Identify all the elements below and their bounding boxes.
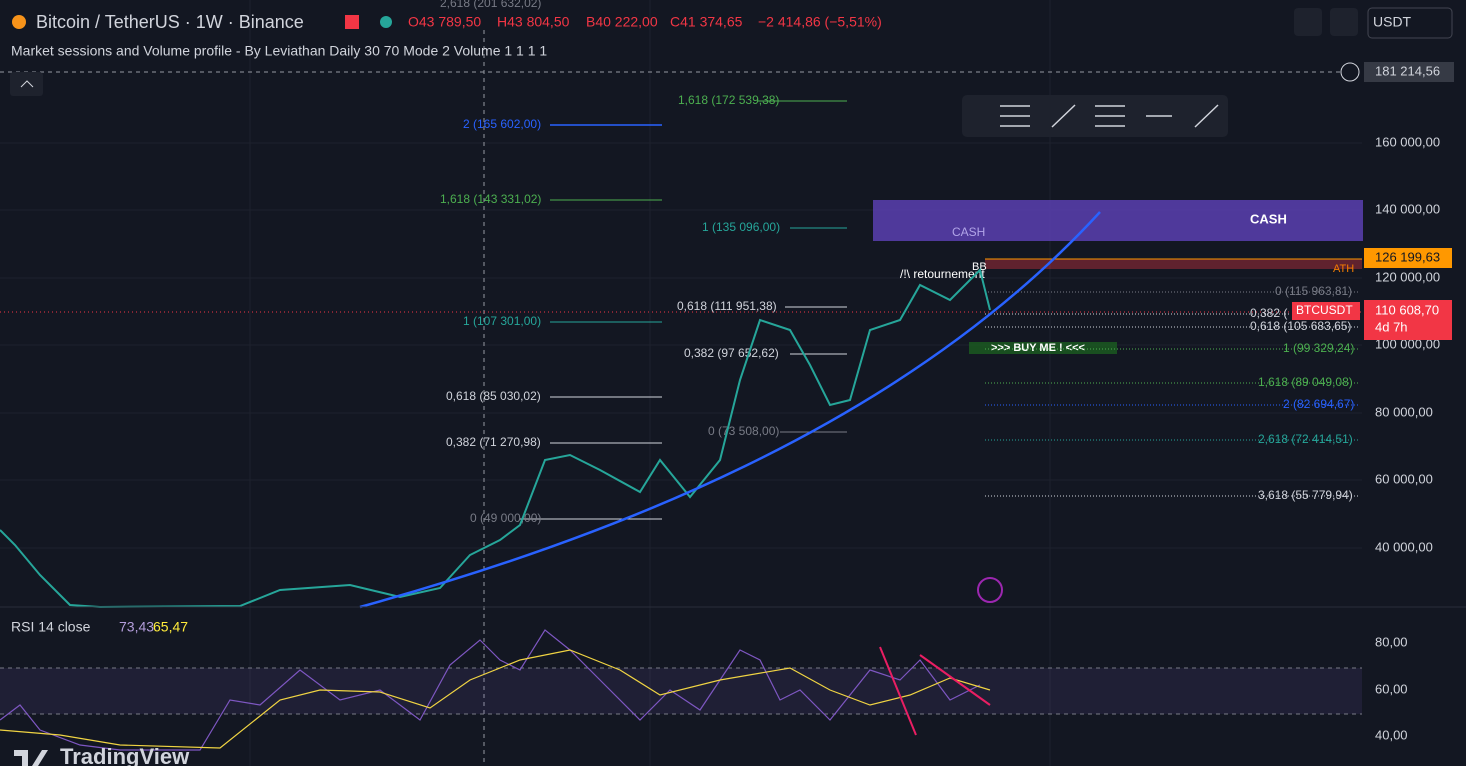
grid [0, 0, 1362, 766]
fib-label: 1,618 (143 331,02) [440, 192, 541, 206]
rsi-tick: 80,00 [1375, 634, 1408, 649]
fib-label: 1 (99 329,24) [1283, 341, 1354, 355]
fib-lines [520, 100, 1360, 520]
fib-label: 3,618 (55 779,94) [1258, 488, 1353, 502]
price-tick: 120 000,00 [1375, 269, 1440, 284]
currency-select[interactable] [1367, 7, 1453, 39]
warning: /!\ retournement [900, 267, 985, 281]
buy-zone [969, 342, 1117, 354]
fib-label: 2 (82 694,67) [1283, 397, 1354, 411]
price-tick: 140 000,00 [1375, 201, 1440, 216]
trend-curve [359, 211, 1101, 609]
fib-label: 0,382 (71 270,98) [446, 435, 541, 449]
fib-label: 0 (49 000,00) [470, 511, 541, 525]
price-ticks: 160 000,00 140 000,00 120 000,00 100 000… [1375, 134, 1440, 554]
high: H43 804,50 [497, 14, 570, 30]
price-line [0, 268, 991, 609]
open: O43 789,50 [408, 14, 481, 30]
status-dot [380, 16, 392, 28]
fib-label: 2,618 (201 632,02) [440, 0, 541, 10]
buy-label: >>> BUY ME ! <<< [991, 342, 1085, 354]
rsi-band [0, 668, 1362, 714]
fib-label: 0,618 (111 951,38) [677, 299, 777, 313]
fib-label: 0 (115 963,81) [1275, 284, 1352, 298]
collapse-icon [20, 80, 34, 88]
ath-zone [985, 259, 1362, 269]
fib-labels: 2,618 (201 632,02) 1,618 (172 539,38) 2 … [440, 0, 1354, 525]
symbol: Bitcoin / TetherUS · 1W · Binance [36, 12, 304, 32]
flag[interactable] [345, 15, 359, 29]
crosshair-tag [1364, 62, 1454, 82]
rsi-ma: 65,47 [153, 619, 188, 635]
bb: BB [972, 261, 987, 273]
cash-label: CASH [1250, 211, 1287, 226]
low: B40 222,00 [586, 14, 658, 30]
fib-label: 0,618 (105 683,65) [1250, 319, 1351, 333]
change: −2 414,86 (−5,51%) [758, 14, 882, 30]
refresh-btn[interactable] [1330, 8, 1358, 36]
add-btn[interactable] [1340, 62, 1360, 82]
fib-label: 0 (73 508,00) [708, 424, 779, 438]
download-btn[interactable] [1294, 8, 1322, 36]
rsi-ma-line [0, 649, 991, 749]
countdown: 4d 7h [1375, 319, 1408, 334]
fib-label: 0,382 ( [1250, 306, 1287, 320]
brand: TradingView [60, 744, 190, 766]
symbol-tag [1292, 302, 1360, 320]
crosshair-price: 181 214,56 [1375, 63, 1440, 78]
fib-label: 0,382 (97 652,62) [684, 346, 779, 360]
symbol-tag-text: BTCUSDT [1296, 303, 1353, 317]
last-price-tag [1364, 300, 1452, 340]
fib-label: 0,618 (85 030,02) [446, 389, 541, 403]
ath-price: 126 199,63 [1375, 249, 1440, 264]
indicator: Market sessions and Volume profile - By … [11, 43, 547, 59]
rsi-divergence [919, 654, 991, 706]
fib-label: 2 (165 602,00) [463, 117, 541, 131]
rsi-title: RSI 14 close [11, 619, 91, 635]
rsi-tick: 60,00 [1375, 681, 1408, 696]
brand-logo [14, 750, 48, 766]
toolbar-icons[interactable] [1000, 104, 1219, 128]
rsi-tick: 40,00 [1375, 727, 1408, 742]
btc-icon [12, 15, 26, 29]
ath-label: ATH [1333, 263, 1354, 275]
fib-label: 2,618 (72 414,51) [1258, 432, 1353, 446]
alert-icon[interactable] [977, 577, 1003, 603]
price-tick: 100 000,00 [1375, 336, 1440, 351]
rsi-line [0, 629, 981, 751]
fib-label: 1 (135 096,00) [702, 220, 780, 234]
price-tick: 40 000,00 [1375, 539, 1433, 554]
ath-tag [1364, 248, 1452, 268]
collapse-btn[interactable] [10, 72, 43, 96]
cash-zone [873, 200, 1363, 241]
last-price: 110 608,70 [1375, 302, 1439, 317]
price-tick: 80 000,00 [1375, 404, 1433, 419]
currency: USDT [1373, 14, 1412, 30]
fib-label: 1,618 (89 049,08) [1258, 375, 1353, 389]
rsi-value: 73,43 [119, 619, 154, 635]
price-tick: 60 000,00 [1375, 471, 1433, 486]
fib-label: 1 (107 301,00) [463, 314, 541, 328]
fib-label: 1,618 (172 539,38) [678, 93, 779, 107]
close: C41 374,65 [670, 14, 743, 30]
rsi-divergence [879, 646, 917, 736]
price-tick: 160 000,00 [1375, 134, 1440, 149]
cash-label: CASH [952, 225, 985, 239]
